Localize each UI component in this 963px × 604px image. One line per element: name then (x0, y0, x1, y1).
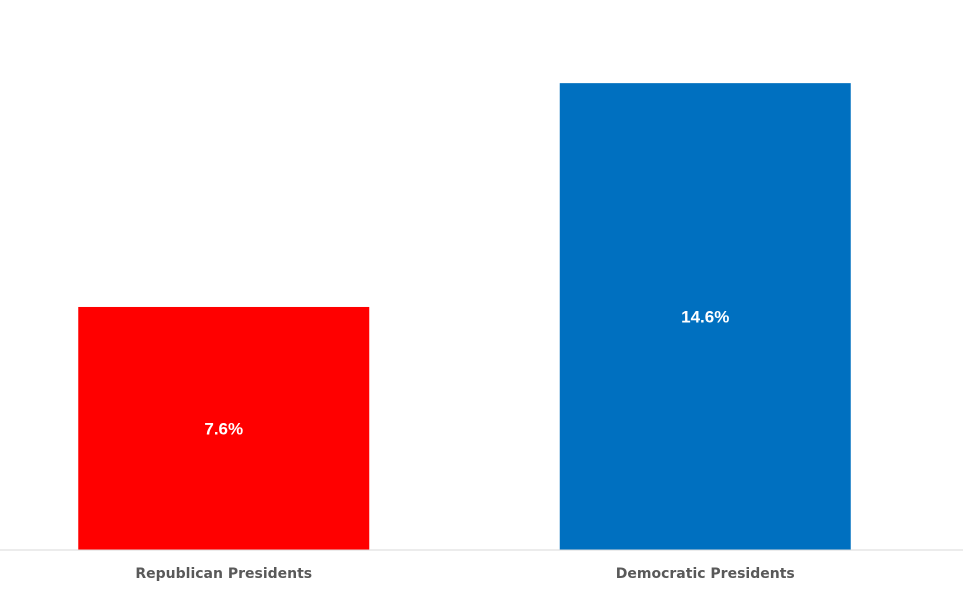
data-label-democratic-presidents: 14.6% (681, 308, 729, 327)
category-label-democratic-presidents: Democratic Presidents (616, 566, 795, 582)
data-label-republican-presidents: 7.6% (204, 419, 243, 438)
bar-republican-presidents (78, 306, 370, 550)
category-label-republican-presidents: Republican Presidents (135, 566, 312, 582)
bars-group (78, 83, 851, 551)
bar-democratic-presidents (559, 83, 851, 551)
labels-group: 7.6% Republican Presidents 14.6% Democratic… (135, 308, 794, 582)
